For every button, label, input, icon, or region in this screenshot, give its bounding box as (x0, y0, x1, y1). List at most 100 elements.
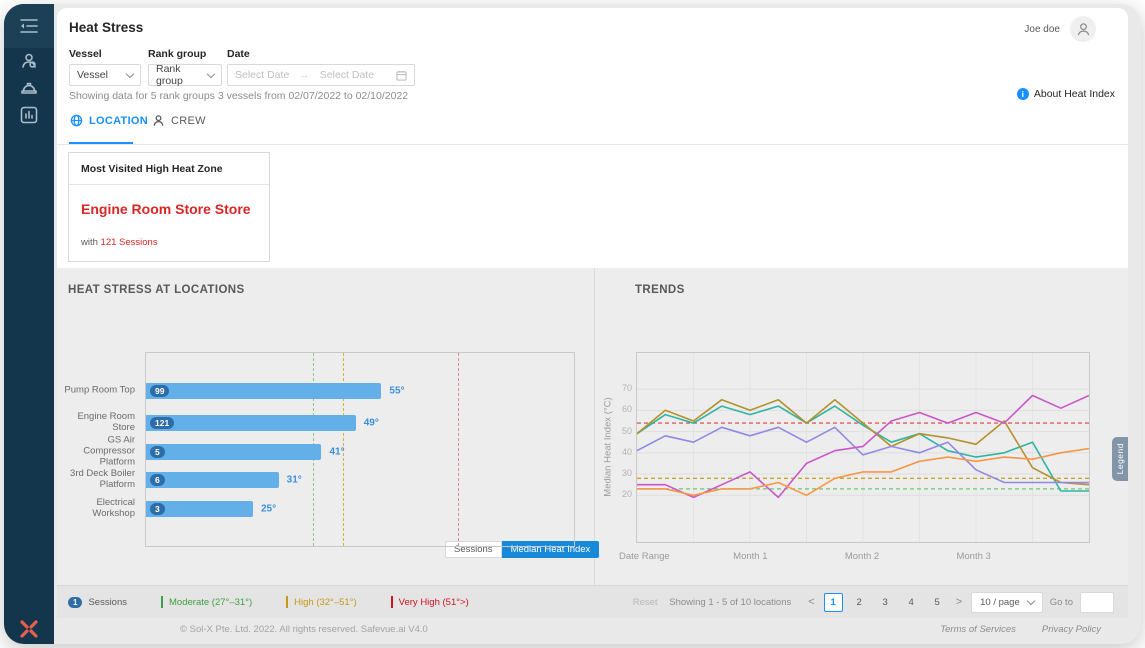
zone-card-title: Most Visited High Heat Zone (69, 153, 269, 185)
threshold-line (342, 353, 344, 546)
page-button-1[interactable]: 1 (823, 592, 843, 612)
bar-chart-labels: Pump Room Top Engine Room Store GS Air Com… (57, 352, 141, 547)
bottom-bar: 1 Sessions Moderate (27°–31°) High (32°–… (57, 585, 1128, 618)
moderate-dash-icon (161, 596, 164, 608)
high-dash-icon (286, 596, 289, 608)
bar-value: 55° (389, 385, 405, 397)
goto-input[interactable] (1080, 591, 1114, 613)
heat-dashboard-icon[interactable] (18, 104, 40, 126)
zone-sessions-line: with 121 Sessions (81, 237, 158, 248)
session-badge: 121 (150, 417, 175, 429)
globe-icon (70, 114, 83, 127)
vessel-select[interactable]: Vessel (69, 64, 141, 86)
terms-link[interactable]: Terms of Services (940, 624, 1016, 635)
bar-row[interactable]: 99 (146, 383, 382, 399)
zone-sessions-count: 121 Sessions (100, 237, 158, 248)
bar-value: 41° (329, 446, 345, 458)
prev-page-button[interactable]: < (808, 596, 815, 608)
avatar[interactable] (1070, 16, 1096, 42)
goto-label: Go to (1049, 596, 1073, 608)
very-high-dash-icon (390, 596, 393, 608)
bar-label: GS Air Compressor Platform (83, 434, 135, 468)
locations-panel-title: HEAT STRESS AT LOCATIONS (68, 284, 245, 296)
bar-chart: 99 55° 121 49° 5 41° 6 31° 3 25° (145, 352, 575, 547)
vessel-select-value: Vessel (77, 69, 108, 81)
date-range-picker[interactable]: Select Date → Select Date (227, 64, 415, 86)
tab-crew-label: CREW (171, 114, 206, 127)
page-size-value: 10 / page (980, 596, 1020, 608)
legend-very-high-label: Very High (51°>) (398, 596, 469, 608)
info-icon: i (1016, 88, 1029, 100)
zone-card: Most Visited High Heat Zone Engine Room … (68, 152, 270, 262)
trend-series-location-2 (636, 398, 1090, 486)
bar-label: Pump Room Top (64, 384, 135, 396)
about-heat-index-link[interactable]: i About Heat Index (1016, 88, 1115, 100)
pagination-summary: Showing 1 - 5 of 10 locations (669, 596, 792, 608)
legend-high: High (32°–51°) (286, 596, 357, 608)
charts-section: HEAT STRESS AT LOCATIONS Sessions Median… (57, 268, 1128, 585)
privacy-link[interactable]: Privacy Policy (1041, 624, 1101, 635)
session-badge: 5 (150, 446, 165, 458)
page-size-select[interactable]: 10 / page (971, 591, 1043, 613)
session-badge: 6 (150, 474, 165, 486)
legend-moderate-label: Moderate (27°–31°) (169, 596, 253, 608)
bar-value: 49° (363, 417, 379, 429)
page-button-3[interactable]: 3 (882, 596, 888, 608)
crew-search-icon[interactable] (18, 50, 40, 72)
page-button-4[interactable]: 4 (908, 596, 914, 608)
trends-svg (636, 353, 1090, 542)
date-start-input[interactable]: Select Date (235, 69, 290, 81)
bar-value: 25° (261, 503, 277, 515)
page-button-2[interactable]: 2 (856, 596, 862, 608)
copyright: © Sol-X Pte. Ltd. 2022. All rights reser… (180, 624, 428, 635)
safety-helmet-icon[interactable] (18, 78, 40, 100)
rank-group-select-value: Rank group (156, 63, 183, 87)
panel-divider (594, 268, 595, 585)
reset-button[interactable]: Reset (632, 596, 658, 608)
trends-panel-title: TRENDS (635, 284, 685, 296)
x-tick-label: Month 2 (844, 551, 880, 562)
sessions-legend: 1 Sessions (68, 596, 128, 608)
trend-series-location-5 (637, 447, 1090, 497)
date-filter-label: Date (227, 48, 250, 60)
bar-row[interactable]: 121 (146, 415, 356, 431)
about-heat-index-label: About Heat Index (1033, 88, 1115, 100)
tab-crew[interactable]: CREW (152, 114, 206, 127)
trend-series-location-1 (636, 405, 1089, 492)
sidebar (4, 4, 54, 644)
legend-drawer-label: Legend (1115, 443, 1125, 475)
legend-very-high: Very High (51°>) (390, 596, 469, 608)
next-page-button[interactable]: > (955, 596, 963, 608)
bar-label: 3rd Deck Boiler Platform (70, 468, 135, 490)
page-title: Heat Stress (69, 20, 144, 35)
sessions-legend-label: Sessions (88, 596, 128, 608)
tab-location-label: LOCATION (89, 114, 149, 127)
crew-icon (153, 115, 164, 126)
legend-moderate: Moderate (27°–31°) (161, 596, 252, 608)
legend-high-label: High (32°–51°) (294, 596, 357, 608)
tab-bar: LOCATION CREW (57, 104, 1128, 145)
bar-row[interactable]: 3 (146, 501, 253, 517)
main-panel: Heat Stress Vessel Rank group Date Vesse… (57, 8, 1128, 618)
x-axis-label: Date Range (619, 551, 670, 562)
trend-series-location-4 (637, 394, 1090, 499)
trends-chart (636, 352, 1090, 543)
user-icon (1077, 22, 1089, 35)
app-frame: Heat Stress Vessel Rank group Date Vesse… (4, 4, 1141, 644)
zone-sessions-prefix: with (81, 237, 98, 248)
trend-series-location-3 (636, 426, 1089, 484)
tab-location[interactable]: LOCATION (70, 114, 148, 127)
calendar-icon (396, 70, 407, 81)
user-name: Joe doe (1024, 24, 1060, 35)
bar-row[interactable]: 6 (146, 472, 279, 488)
bar-row[interactable]: 5 (146, 444, 322, 460)
page-button-5[interactable]: 5 (934, 596, 940, 608)
session-badge: 3 (150, 503, 165, 515)
legend-drawer-tab[interactable]: Legend (1112, 437, 1128, 481)
swap-right-icon: → (299, 69, 310, 81)
date-end-input[interactable]: Select Date (319, 69, 375, 81)
y-tick-label: 70 (621, 383, 632, 394)
menu-fold-icon[interactable] (18, 15, 40, 37)
x-tick-label: Month 1 (733, 551, 768, 562)
rank-group-select[interactable]: Rank group (148, 63, 222, 87)
